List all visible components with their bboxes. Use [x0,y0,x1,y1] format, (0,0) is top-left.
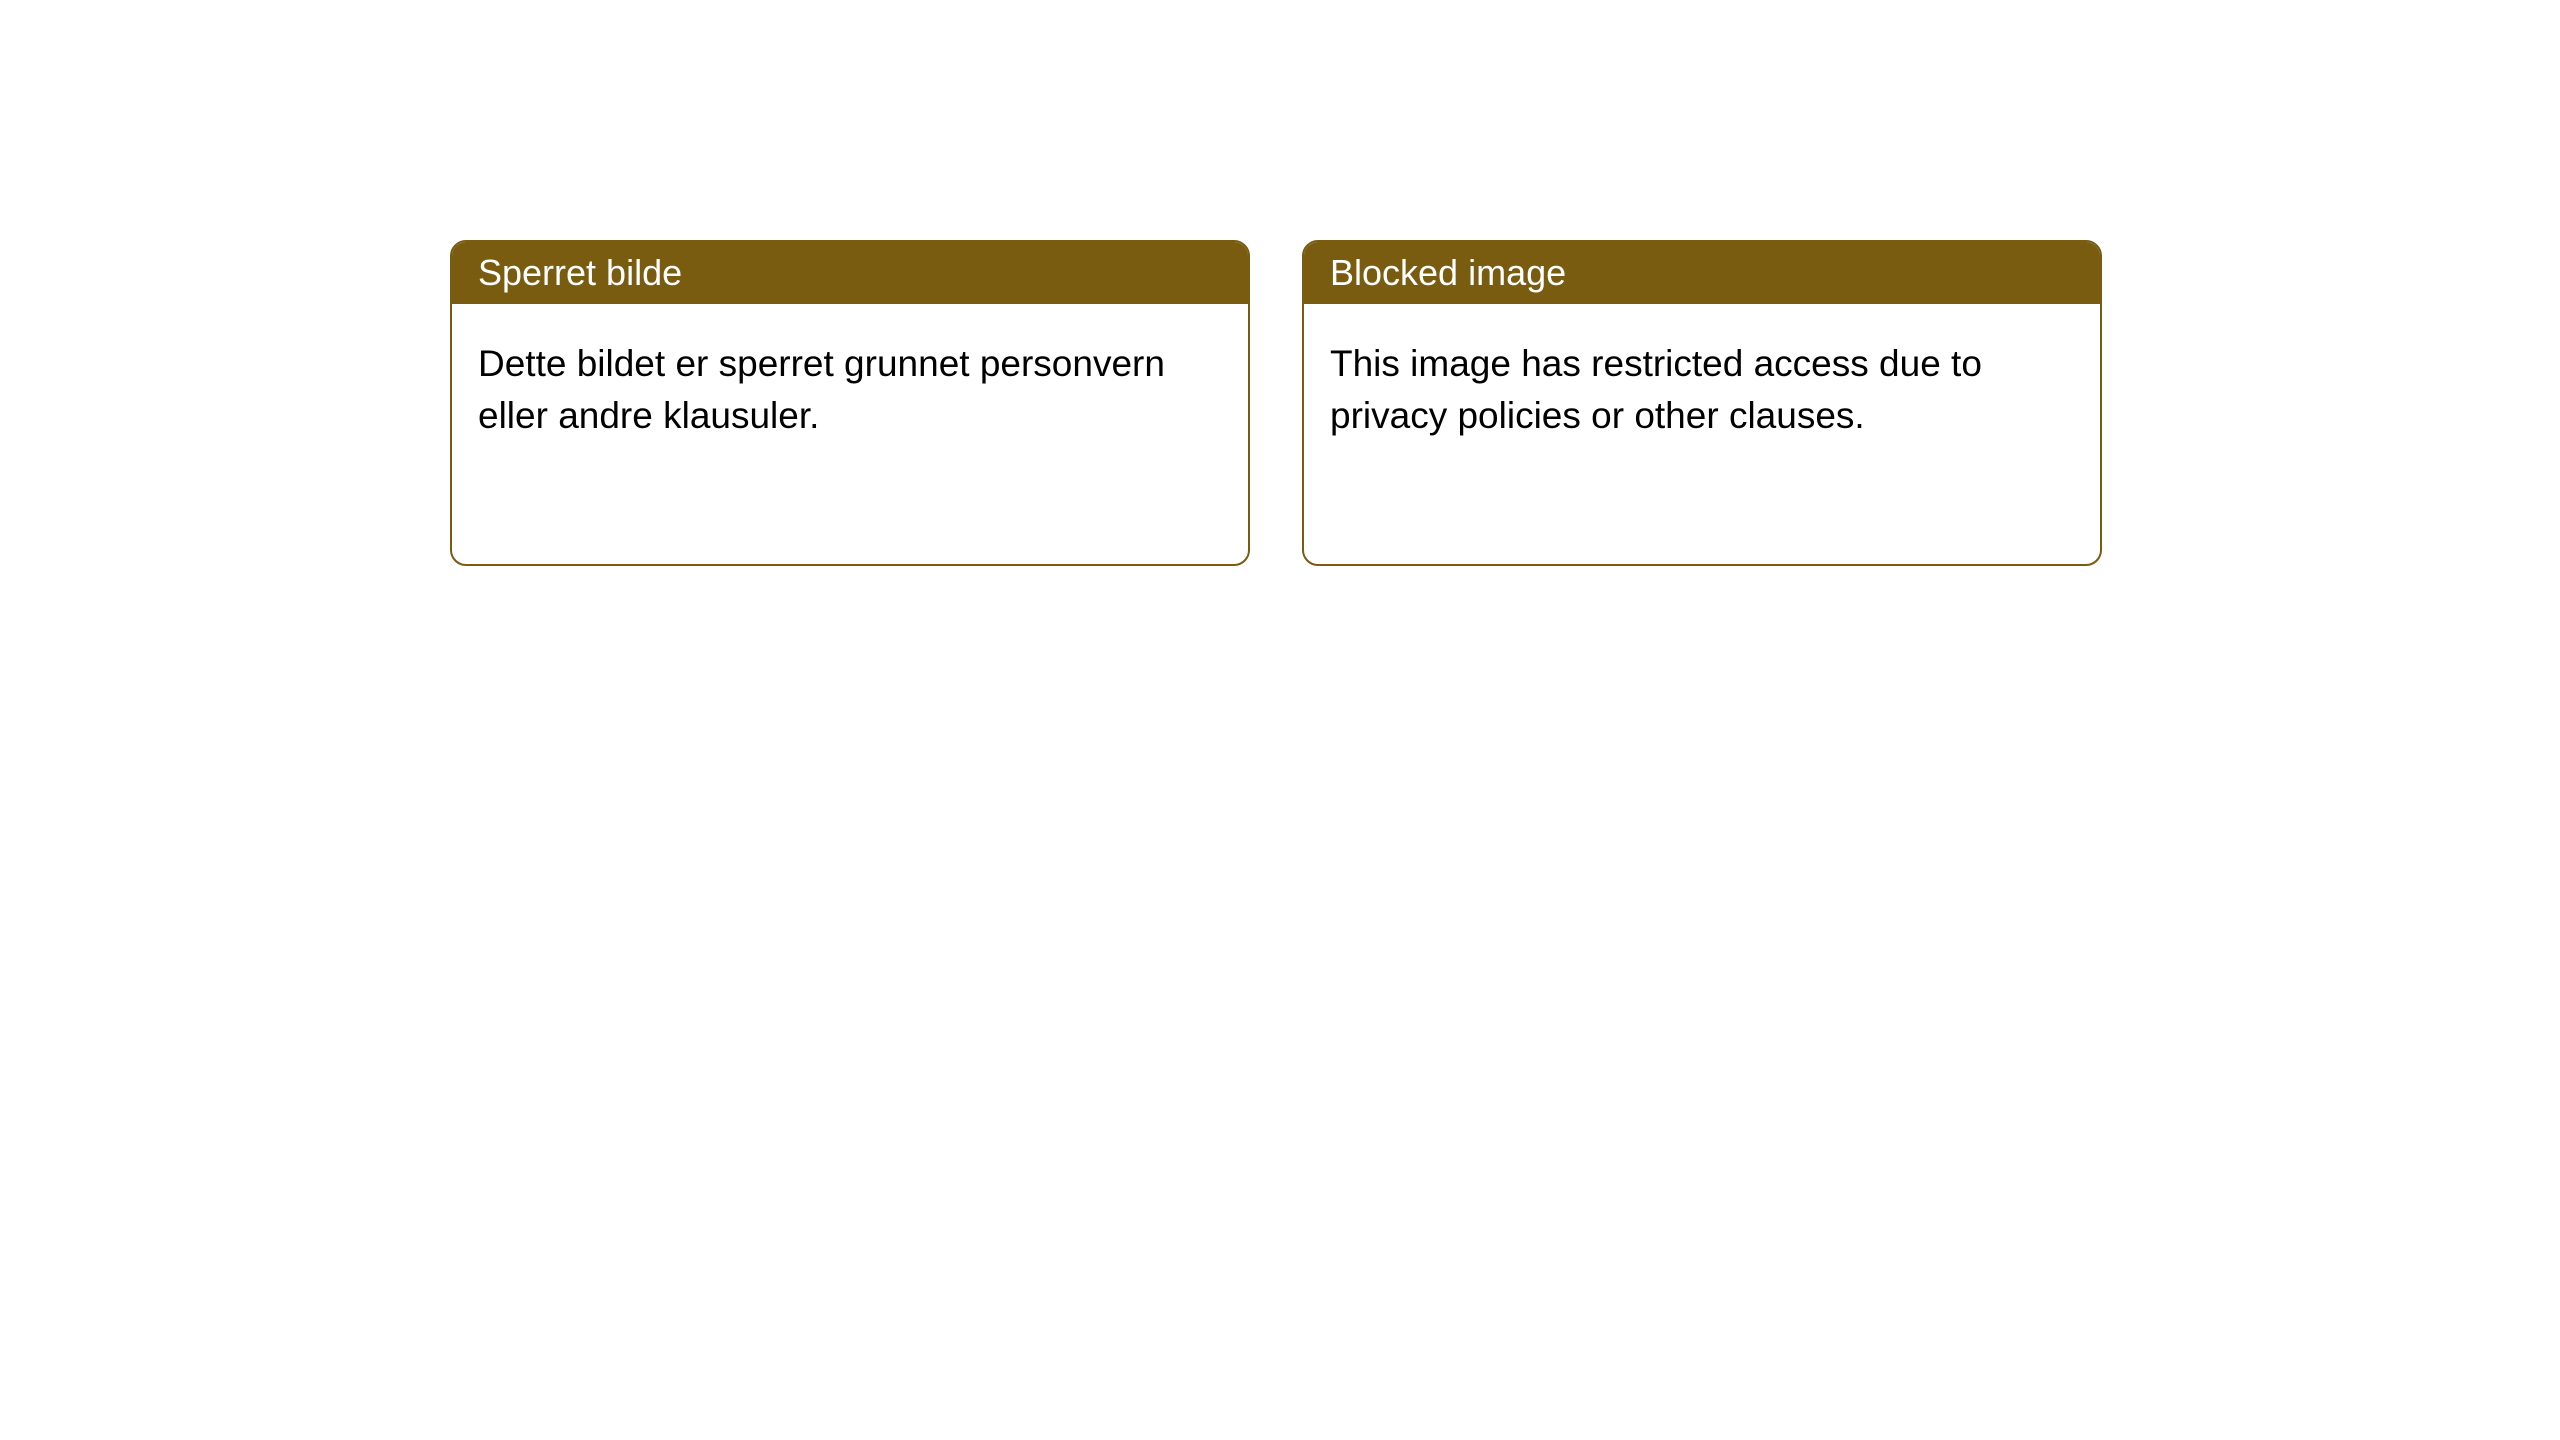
notice-card-norwegian: Sperret bilde Dette bildet er sperret gr… [450,240,1250,566]
card-header-english: Blocked image [1304,242,2100,304]
card-body-norwegian: Dette bildet er sperret grunnet personve… [452,304,1248,564]
notice-cards-container: Sperret bilde Dette bildet er sperret gr… [450,240,2102,566]
card-body-english: This image has restricted access due to … [1304,304,2100,564]
notice-card-english: Blocked image This image has restricted … [1302,240,2102,566]
card-header-norwegian: Sperret bilde [452,242,1248,304]
